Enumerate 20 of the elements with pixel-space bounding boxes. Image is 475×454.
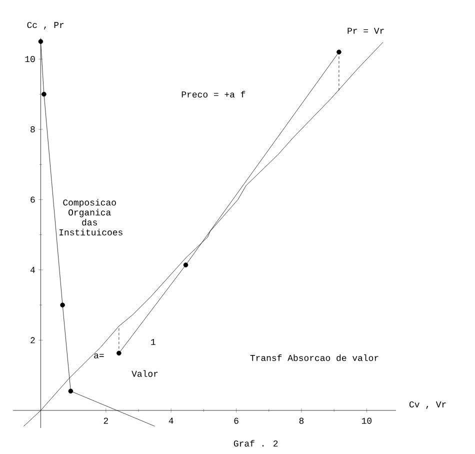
annotation: a=	[94, 354, 104, 358]
x-tick-label: 4	[168, 418, 174, 424]
annotation: Pr = Vr	[348, 28, 384, 34]
annotation: Preco = +a f	[182, 90, 246, 98]
y-tick-label: 8	[30, 126, 35, 132]
y-axis-title: Cc , Pr	[27, 22, 64, 30]
x-tick-label: 8	[299, 418, 304, 424]
x-axis-title: Cv , Vr	[409, 401, 446, 409]
x-tick-label: 6	[234, 418, 238, 424]
annotation: Composicao Organica das Instituicoes	[59, 198, 122, 236]
annotation: Valor	[132, 370, 158, 377]
x-tick-label: 2	[104, 418, 108, 424]
y-tick-label: 4	[30, 266, 35, 273]
text: Graf . 2	[234, 440, 278, 447]
annotation: Transf Absorcao de valor	[250, 354, 378, 362]
y-tick-label: 10	[25, 56, 35, 62]
annotation: 1	[151, 338, 156, 345]
y-tick-label: 6	[30, 196, 35, 203]
y-tick-label: 2	[30, 337, 35, 344]
x-tick-label: 10	[362, 418, 372, 424]
